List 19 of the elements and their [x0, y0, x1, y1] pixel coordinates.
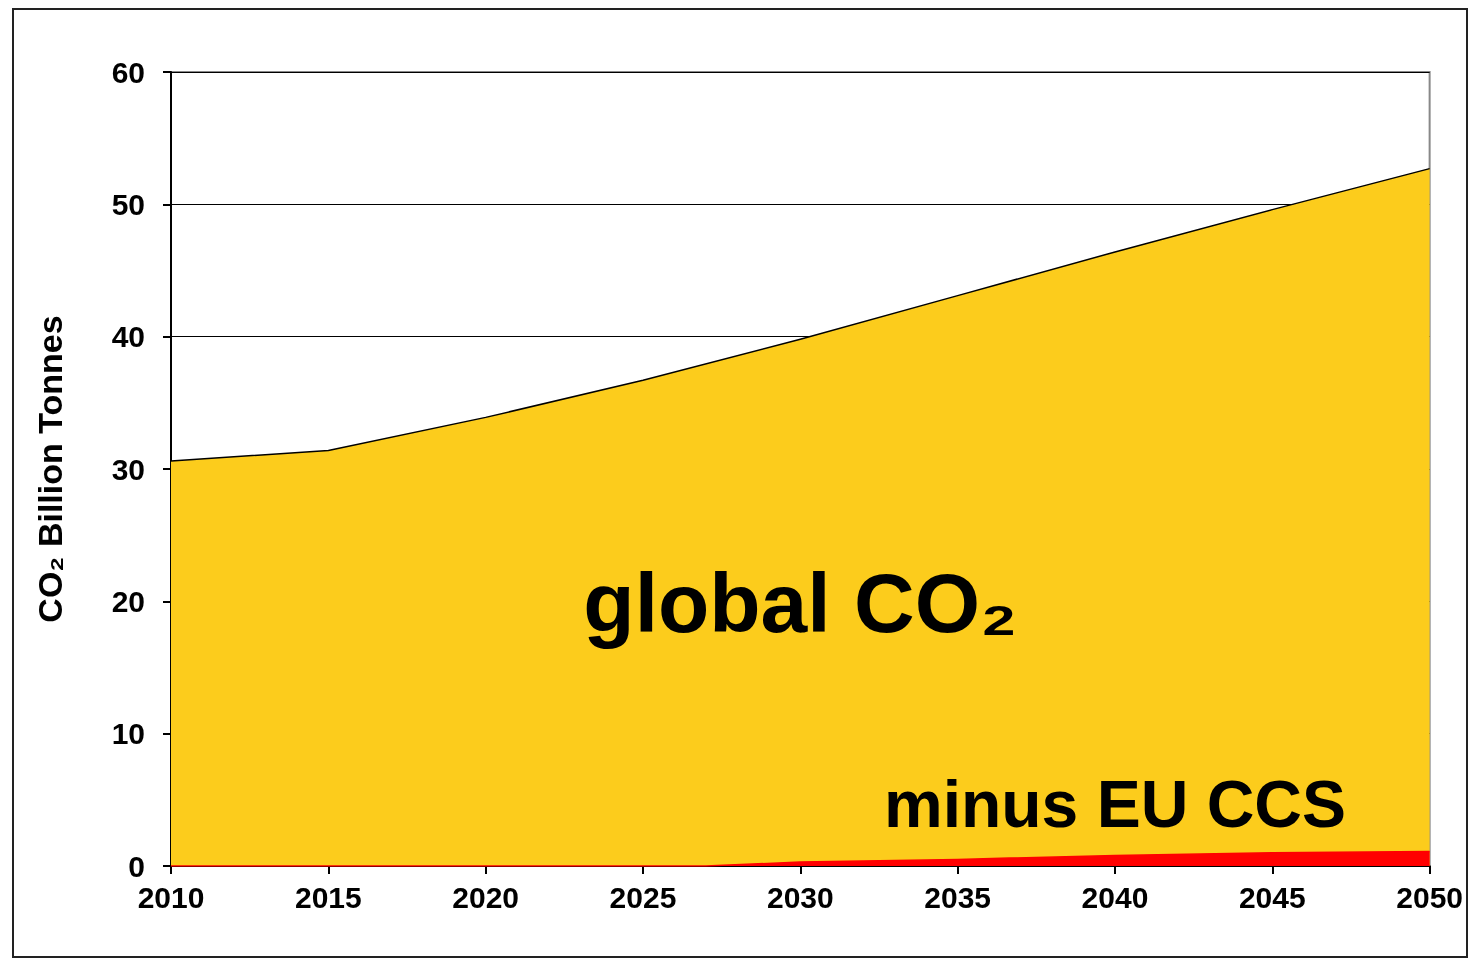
x-tick-label: 2020 [452, 880, 520, 914]
y-tick-label: 40 [111, 320, 145, 354]
x-tick-label: 2050 [1396, 880, 1464, 914]
x-tick-label: 2045 [1238, 880, 1306, 914]
y-tick-label: 60 [111, 55, 145, 89]
x-tick-label: 2010 [137, 880, 205, 914]
x-tick-label: 2030 [766, 880, 834, 914]
x-tick-label: 2015 [294, 880, 362, 914]
series-label: global CO₂ [583, 555, 1018, 650]
x-tick-label: 2035 [924, 880, 992, 914]
y-tick-label: 10 [111, 717, 145, 751]
y-tick-label: 30 [111, 452, 145, 486]
y-tick-label: 0 [128, 849, 145, 883]
y-tick-label: 50 [111, 187, 145, 221]
y-axis-title: CO₂ Billion Tonnes [31, 315, 69, 623]
series-label: minus EU CCS [883, 767, 1347, 842]
x-tick-label: 2025 [609, 880, 677, 914]
x-tick-label: 2040 [1081, 880, 1149, 914]
y-tick-label: 20 [111, 584, 145, 618]
